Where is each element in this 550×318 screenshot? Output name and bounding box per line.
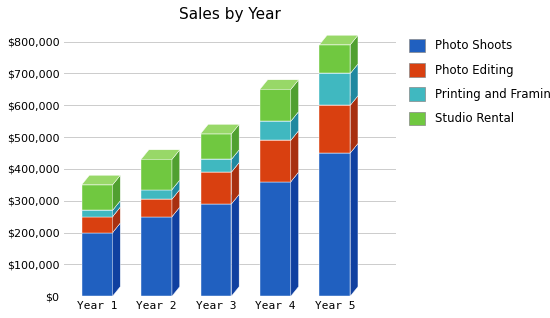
Polygon shape <box>320 143 358 153</box>
Polygon shape <box>260 172 299 182</box>
Polygon shape <box>113 175 120 210</box>
Bar <box>141 159 172 190</box>
Bar <box>201 172 232 204</box>
Bar <box>320 45 350 73</box>
Polygon shape <box>141 190 180 199</box>
Polygon shape <box>113 223 120 296</box>
Polygon shape <box>81 175 120 185</box>
Polygon shape <box>260 131 299 140</box>
Bar <box>320 73 350 105</box>
Bar <box>320 153 350 296</box>
Polygon shape <box>320 96 358 105</box>
Polygon shape <box>291 80 299 121</box>
Bar <box>201 204 232 296</box>
Polygon shape <box>172 150 180 190</box>
Polygon shape <box>172 180 180 199</box>
Bar <box>260 121 291 140</box>
Polygon shape <box>81 207 120 217</box>
Polygon shape <box>291 112 299 140</box>
Polygon shape <box>113 207 120 232</box>
Bar <box>260 89 291 121</box>
Title: Sales by Year: Sales by Year <box>179 7 281 22</box>
Polygon shape <box>81 201 120 210</box>
Bar <box>141 199 172 217</box>
Polygon shape <box>141 150 180 159</box>
Polygon shape <box>141 180 180 190</box>
Bar <box>320 105 350 153</box>
Bar <box>260 140 291 182</box>
Bar <box>81 185 113 210</box>
Polygon shape <box>141 207 180 217</box>
Polygon shape <box>350 64 358 105</box>
Legend: Photo Shoots, Photo Editing, Printing and Framing, Studio Rental: Photo Shoots, Photo Editing, Printing an… <box>409 38 550 125</box>
Bar <box>141 217 172 296</box>
Polygon shape <box>201 194 239 204</box>
Polygon shape <box>232 162 239 204</box>
Polygon shape <box>113 201 120 217</box>
Bar <box>81 232 113 296</box>
Bar <box>201 134 232 159</box>
Polygon shape <box>172 190 180 217</box>
Polygon shape <box>350 143 358 296</box>
Polygon shape <box>260 112 299 121</box>
Polygon shape <box>320 64 358 73</box>
Polygon shape <box>232 194 239 296</box>
Bar <box>81 217 113 232</box>
Polygon shape <box>350 35 358 73</box>
Polygon shape <box>81 223 120 232</box>
Polygon shape <box>172 207 180 296</box>
Bar <box>141 190 172 199</box>
Bar <box>201 159 232 172</box>
Polygon shape <box>291 172 299 296</box>
Polygon shape <box>201 162 239 172</box>
Polygon shape <box>201 150 239 159</box>
Polygon shape <box>232 150 239 172</box>
Polygon shape <box>291 131 299 182</box>
Bar <box>260 182 291 296</box>
Polygon shape <box>320 35 358 45</box>
Polygon shape <box>260 80 299 89</box>
Polygon shape <box>232 124 239 159</box>
Bar <box>81 210 113 217</box>
Polygon shape <box>350 96 358 153</box>
Polygon shape <box>201 124 239 134</box>
